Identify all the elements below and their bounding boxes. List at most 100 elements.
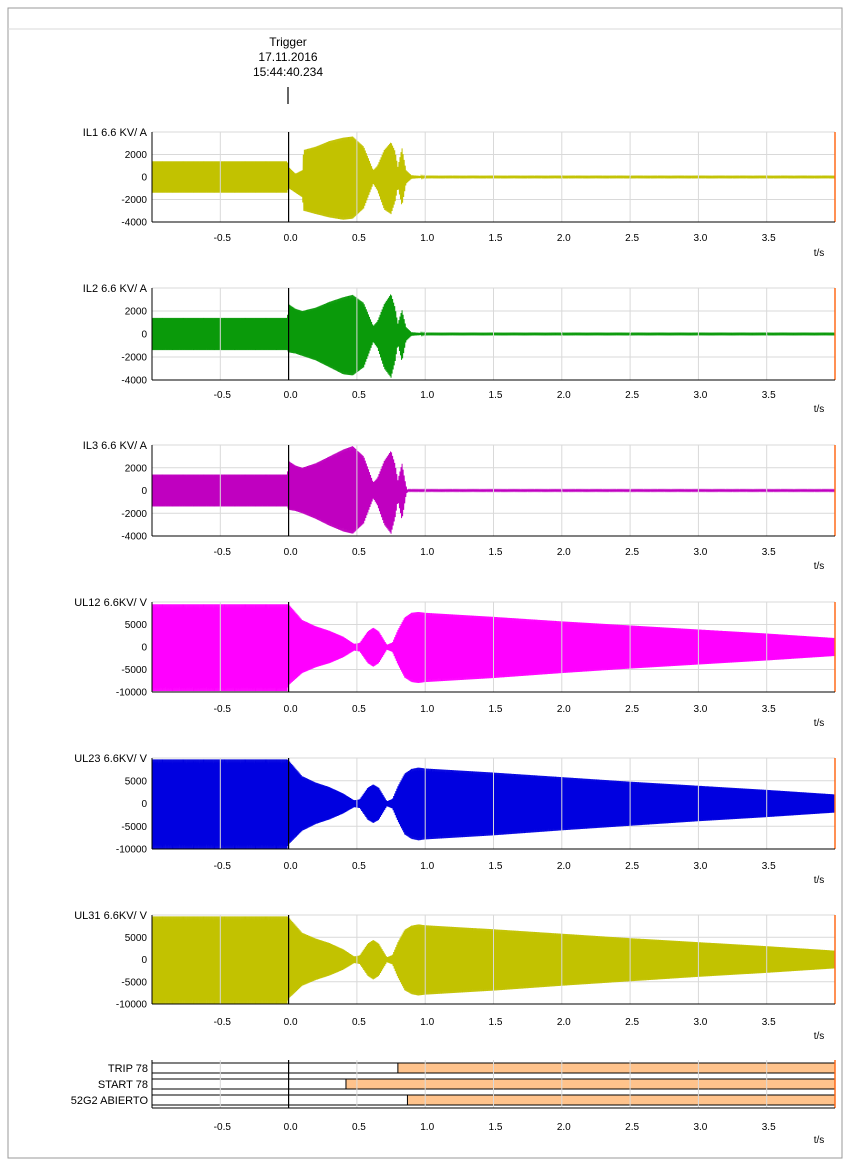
panel-1-y-tick-label: -4000 <box>121 218 147 229</box>
digital-x-tick-label: 1.5 <box>489 1122 503 1133</box>
panel-2-y-tick-label: 2000 <box>125 307 148 318</box>
panel-6-x-tick-label: 2.0 <box>557 1017 571 1028</box>
panel-3-x-tick-label: 1.5 <box>489 547 503 558</box>
panel-4-y-tick-label: 5000 <box>125 620 148 631</box>
panel-3-x-tick-label: 0.5 <box>352 547 366 558</box>
panel-1-y-tick-label: 2000 <box>125 150 148 161</box>
panel-3-y-tick-label: -2000 <box>121 509 147 520</box>
panel-4-x-tick-label: 0.0 <box>284 704 298 715</box>
panel-4-y-tick-label: -10000 <box>116 688 148 699</box>
panel-2-x-unit-label: t/s <box>814 404 825 415</box>
panel-2: -4000 -2000 0 2000 IL2 6.6 KV/ A -0.5 0.0 0.5 1.… <box>83 283 836 415</box>
panel-3-x-tick-label: 3.5 <box>762 547 776 558</box>
panel-1-x-tick-label: 2.0 <box>557 233 571 244</box>
panel-5-x-tick-label: 0.5 <box>352 861 366 872</box>
panel-5-x-tick-label: 3.0 <box>693 861 707 872</box>
panel-6: -10000 -5000 0 5000 UL31 6.6KV/ V -0.5 0.0 0.5 1… <box>74 910 836 1042</box>
panel-5-y-tick-label: 0 <box>141 799 147 810</box>
panel-2-x-tick-label: 2.5 <box>625 390 639 401</box>
panel-6-x-tick-label: -0.5 <box>214 1017 232 1028</box>
panel-6-x-unit-label: t/s <box>814 1031 825 1042</box>
panel-5-x-tick-label: 2.5 <box>625 861 639 872</box>
panel-5-series-name: UL23 6.6KV/ V <box>74 753 147 765</box>
digital-x-tick-label: 3.5 <box>762 1122 776 1133</box>
digital-x-tick-label: 0.0 <box>284 1122 298 1133</box>
panel-4-x-tick-label: 3.5 <box>762 704 776 715</box>
panel-4-x-tick-label: 2.5 <box>625 704 639 715</box>
panel-2-x-tick-label: -0.5 <box>214 390 232 401</box>
panel-3-x-unit-label: t/s <box>814 561 825 572</box>
panel-1-x-tick-label: 3.5 <box>762 233 776 244</box>
panel-2-y-tick-label: -2000 <box>121 353 147 364</box>
panel-4-x-tick-label: 1.5 <box>489 704 503 715</box>
panel-3-series-name: IL3 6.6 KV/ A <box>83 440 148 452</box>
panel-4-x-tick-label: 2.0 <box>557 704 571 715</box>
panel-4: -10000 -5000 0 5000 UL12 6.6KV/ V -0.5 0.0 0.5 1… <box>74 597 836 729</box>
panel-2-x-tick-label: 3.0 <box>693 390 707 401</box>
panel-1-series-name: IL1 6.6 KV/ A <box>83 127 148 139</box>
panel-5-y-tick-label: -5000 <box>121 822 147 833</box>
panel-4-x-tick-label: -0.5 <box>214 704 232 715</box>
digital-active-bar <box>406 1094 836 1106</box>
panel-6-x-tick-label: 0.5 <box>352 1017 366 1028</box>
panel-4-x-unit-label: t/s <box>814 718 825 729</box>
digital-x-tick-label: 1.0 <box>420 1122 434 1133</box>
panel-5-x-tick-label: 0.0 <box>284 861 298 872</box>
panel-1-x-tick-label: 1.0 <box>420 233 434 244</box>
panel-6-x-tick-label: 0.0 <box>284 1017 298 1028</box>
panel-3-y-tick-label: -4000 <box>121 532 147 543</box>
panel-4-x-tick-label: 3.0 <box>693 704 707 715</box>
digital-active-bar <box>397 1062 836 1074</box>
panel-1-x-tick-label: 0.5 <box>352 233 366 244</box>
panel-6-x-tick-label: 3.0 <box>693 1017 707 1028</box>
panel-6-x-tick-label: 3.5 <box>762 1017 776 1028</box>
panel-1-x-tick-label: 3.0 <box>693 233 707 244</box>
panel-6-x-tick-label: 1.5 <box>489 1017 503 1028</box>
panel-2-x-tick-label: 0.5 <box>352 390 366 401</box>
panel-3-y-tick-label: 2000 <box>125 463 148 474</box>
digital-x-tick-label: 2.5 <box>625 1122 639 1133</box>
panel-5-x-tick-label: 1.0 <box>420 861 434 872</box>
panel-3-x-tick-label: 2.0 <box>557 547 571 558</box>
trigger-date: 17.11.2016 <box>258 50 317 64</box>
panel-1-y-tick-label: -2000 <box>121 195 147 206</box>
panel-4-x-tick-label: 0.5 <box>352 704 366 715</box>
panel-2-x-tick-label: 2.0 <box>557 390 571 401</box>
trigger-label: Trigger <box>269 35 307 49</box>
panel-3-x-tick-label: 3.0 <box>693 547 707 558</box>
panel-6-y-tick-label: 5000 <box>125 933 148 944</box>
panel-5-x-tick-label: 1.5 <box>489 861 503 872</box>
panel-6-series-name: UL31 6.6KV/ V <box>74 910 147 922</box>
panel-1-y-tick-label: 0 <box>141 173 147 184</box>
panel-6-x-tick-label: 1.0 <box>420 1017 434 1028</box>
digital-channel-name: START 78 <box>98 1079 148 1091</box>
panel-6-y-tick-label: -10000 <box>116 1000 148 1011</box>
digital-x-tick-label: 3.0 <box>693 1122 707 1133</box>
panel-5-y-tick-label: -10000 <box>116 845 148 856</box>
digital-x-tick-label: 0.5 <box>352 1122 366 1133</box>
panel-2-series-name: IL2 6.6 KV/ A <box>83 283 148 295</box>
panel-2-x-tick-label: 3.5 <box>762 390 776 401</box>
panel-5-x-tick-label: 3.5 <box>762 861 776 872</box>
panel-1-x-tick-label: 0.0 <box>284 233 298 244</box>
panel-1: -4000 -2000 0 2000 IL1 6.6 KV/ A -0.5 0.0 0.5 1.… <box>83 127 836 259</box>
panel-6-y-tick-label: -5000 <box>121 977 147 988</box>
panel-3-x-tick-label: 2.5 <box>625 547 639 558</box>
panel-4-y-tick-label: -5000 <box>121 665 147 676</box>
panel-4-x-tick-label: 1.0 <box>420 704 434 715</box>
panel-1-x-unit-label: t/s <box>814 248 825 259</box>
panel-2-x-tick-label: 0.0 <box>284 390 298 401</box>
panel-1-x-tick-label: 1.5 <box>489 233 503 244</box>
panel-6-x-tick-label: 2.5 <box>625 1017 639 1028</box>
digital-x-tick-label: -0.5 <box>214 1122 232 1133</box>
digital-panel: TRIP 78 START 78 52G2 ABIERTO -0.5 0.0 0.5 1.0… <box>71 1060 836 1146</box>
panel-5-x-unit-label: t/s <box>814 875 825 886</box>
digital-channel-name: 52G2 ABIERTO <box>71 1095 149 1107</box>
trigger-time: 15:44:40.234 <box>253 65 323 79</box>
panel-3-x-tick-label: 0.0 <box>284 547 298 558</box>
digital-x-unit-label: t/s <box>814 1135 825 1146</box>
panel-5-x-tick-label: -0.5 <box>214 861 232 872</box>
panel-4-series-name: UL12 6.6KV/ V <box>74 597 147 609</box>
panel-3-y-tick-label: 0 <box>141 486 147 497</box>
panel-2-y-tick-label: 0 <box>141 330 147 341</box>
